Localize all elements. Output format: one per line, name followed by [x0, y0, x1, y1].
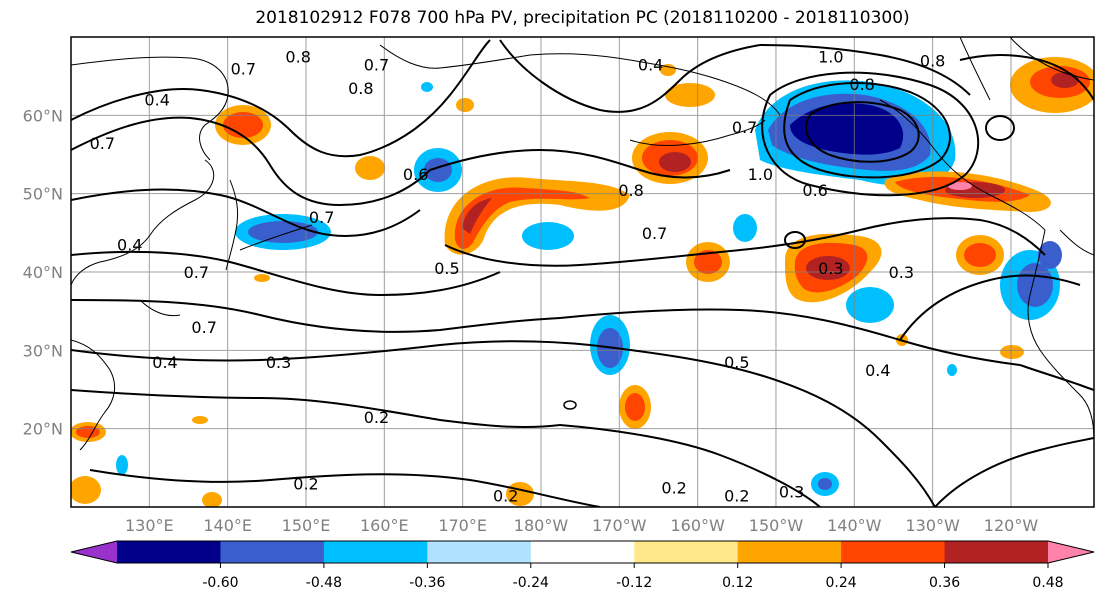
longitude-label: 180°W — [514, 516, 569, 535]
contour-label: 0.8 — [920, 52, 945, 71]
colorbar-segment — [323, 541, 428, 563]
colorbar-tick-label: 0.24 — [826, 575, 857, 591]
colorbar-segment — [737, 541, 842, 563]
contour-label: 0.2 — [493, 486, 518, 505]
contour-label: 0.7 — [90, 134, 115, 153]
colorbar-segment — [427, 541, 532, 563]
longitude-label: 160°W — [670, 516, 725, 535]
contour-label: 0.4 — [865, 361, 890, 380]
contour-labels: 0.8 0.7 0.7 0.8 0.4 0.7 0.6 0.8 0.7 0.4 0.7 0.7 0.5 0… — [90, 48, 946, 506]
longitude-label: 120°W — [984, 516, 1039, 535]
colorbar-extend-min — [71, 541, 117, 563]
longitude-label: 150°W — [749, 516, 804, 535]
colorbar-tick-label: -0.36 — [409, 575, 445, 591]
contour-label: 0.3 — [266, 353, 291, 372]
contour-label: 0.7 — [184, 263, 209, 282]
contour-label: 0.2 — [724, 486, 749, 505]
contour-label: 0.7 — [309, 208, 334, 227]
latitude-label: 20°N — [23, 420, 63, 439]
contour-label: 0.6 — [403, 165, 428, 184]
longitude-label: 150°E — [282, 516, 331, 535]
latitude-label: 50°N — [23, 185, 63, 204]
colorbar-segment — [117, 541, 221, 563]
contour-label: 1.0 — [818, 48, 843, 67]
colorbar-tick-label: 0.12 — [722, 575, 753, 591]
longitude-label: 140°W — [827, 516, 882, 535]
contour-label: 0.7 — [364, 55, 389, 74]
contour-label: 0.3 — [779, 482, 804, 501]
longitude-label: 170°E — [438, 516, 487, 535]
gridlines — [71, 37, 1094, 507]
colorbar-tick-label: -0.48 — [306, 575, 342, 591]
latitude-label: 40°N — [23, 263, 63, 282]
colorbar-tick-label: -0.12 — [616, 575, 652, 591]
contour-label: 0.3 — [818, 259, 843, 278]
colorbar-outline — [70, 540, 1095, 564]
contour-label: 0.4 — [117, 236, 142, 255]
colorbar-segment — [944, 541, 1049, 563]
colorbar-segment — [634, 541, 739, 563]
contour-label: 0.8 — [849, 75, 874, 94]
colorbar-extend-max — [1048, 541, 1094, 563]
contour-label: 0.2 — [364, 408, 389, 427]
map-frame — [70, 36, 1095, 508]
contour-label: 0.4 — [152, 353, 177, 372]
colorbar-segment — [220, 541, 325, 563]
latitude-label: 30°N — [23, 341, 63, 360]
longitude-label: 140°E — [203, 516, 252, 535]
contour-label: 0.8 — [618, 181, 643, 200]
latitude-labels: 60°N 50°N 40°N 30°N 20°N — [23, 106, 63, 438]
colorbar-tick-label: -0.60 — [202, 575, 238, 591]
contour-label: 0.7 — [231, 59, 256, 78]
coastlines — [71, 37, 1094, 451]
latitude-label: 60°N — [23, 106, 63, 125]
longitude-label: 160°E — [360, 516, 409, 535]
colorbar-segment — [841, 541, 946, 563]
contour-label: 0.6 — [802, 181, 827, 200]
contour-label: 0.5 — [724, 353, 749, 372]
contour-label: 0.4 — [638, 55, 663, 74]
colorbar: -0.60 -0.48 -0.36 -0.24 -0.12 0.12 0.24 0.36 0.4… — [70, 540, 1095, 591]
contour-label: 0.5 — [434, 259, 459, 278]
colorbar-tick-label: 0.36 — [929, 575, 960, 591]
pv-contours — [71, 39, 1094, 507]
contour-label: 0.7 — [191, 318, 216, 337]
map-title: 2018102912 F078 700 hPa PV, precipitatio… — [255, 8, 910, 28]
colorbar-tick-label: 0.48 — [1032, 575, 1063, 591]
contour-label: 0.8 — [348, 79, 373, 98]
colorbar-tick-label: -0.24 — [513, 575, 549, 591]
contour-label: 0.7 — [642, 224, 667, 243]
contour-label: 0.2 — [293, 475, 318, 494]
contour-label: 1.0 — [748, 165, 773, 184]
colorbar-segment — [530, 541, 635, 563]
contour-label: 0.2 — [661, 478, 686, 497]
contour-label: 0.3 — [889, 263, 914, 282]
longitude-label: 130°W — [905, 516, 960, 535]
longitude-label: 170°W — [592, 516, 647, 535]
contour-label: 0.4 — [144, 91, 169, 110]
contour-label: 0.7 — [732, 118, 757, 137]
map-plot-area: 0.8 0.7 0.7 0.8 0.4 0.7 0.6 0.8 0.7 0.4 0.7 0.7 0.5 0… — [71, 37, 1094, 507]
longitude-labels: 130°E 140°E 150°E 160°E 170°E 180°W 170°W 160°W… — [125, 516, 1038, 535]
longitude-label: 130°E — [125, 516, 174, 535]
contour-label: 0.8 — [285, 48, 310, 67]
